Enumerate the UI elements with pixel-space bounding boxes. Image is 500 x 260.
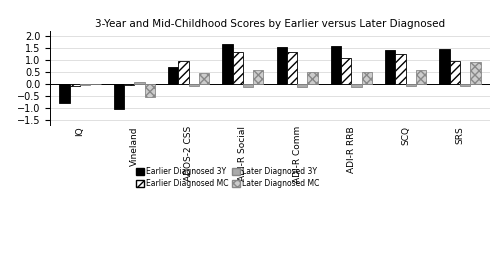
Bar [470,62,481,84]
Bar [416,70,426,84]
Bar [70,84,80,86]
Bar [352,84,362,87]
Bar [331,46,341,84]
Bar [144,84,155,97]
Bar [114,84,124,109]
Bar [460,84,470,86]
Bar [178,61,188,84]
Bar [134,82,144,84]
Bar [362,73,372,84]
Bar [90,83,101,84]
Bar [385,50,396,84]
Bar [232,52,243,84]
Legend: Earlier Diagnosed 3Y, Earlier Diagnosed MC, Later Diagnosed 3Y, Later Diagnosed : Earlier Diagnosed 3Y, Earlier Diagnosed … [133,164,322,191]
Bar [297,84,308,87]
Bar [308,72,318,84]
Bar [396,54,406,84]
Bar [450,61,460,84]
Bar [199,73,209,84]
Bar [243,84,253,87]
Bar [168,67,178,84]
Bar [440,49,450,84]
Bar [59,84,70,103]
Bar [287,52,297,84]
Bar [124,84,134,85]
Bar [341,58,351,84]
Title: 3-Year and Mid-Childhood Scores by Earlier versus Later Diagnosed: 3-Year and Mid-Childhood Scores by Earli… [95,19,445,29]
Bar [188,84,199,86]
Bar [222,44,232,84]
Bar [276,47,287,84]
Bar [406,84,416,86]
Bar [80,84,90,85]
Bar [253,70,264,84]
